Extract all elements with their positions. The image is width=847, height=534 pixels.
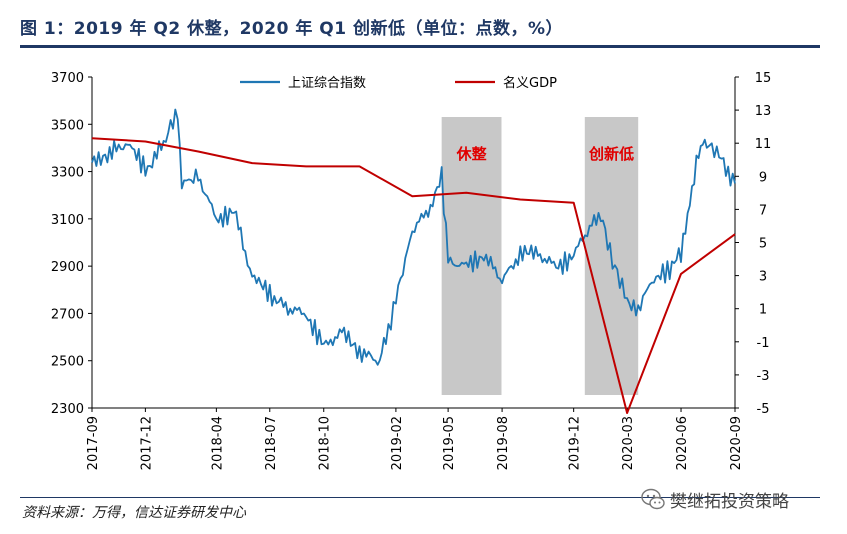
right-tick-label: 7: [759, 203, 767, 218]
chart-legend: 上证综合指数 名义GDP: [240, 75, 557, 91]
x-tick-label: 2018-07: [264, 416, 279, 470]
chart-title: 图 1：2019 年 Q2 休整，2020 年 Q1 创新低（单位：点数，%）: [20, 19, 563, 39]
right-tick-label: -3: [757, 369, 770, 384]
left-tick-label: 3300: [51, 166, 84, 181]
x-tick-label: 2019-02: [390, 416, 405, 470]
left-tick-label: 3500: [51, 118, 84, 133]
wechat-icon: [641, 488, 665, 510]
right-tick-label: -1: [757, 336, 770, 351]
x-tick-label: 2020-06: [675, 416, 690, 470]
left-tick-label: 2500: [51, 355, 84, 370]
period-label: 休整: [456, 145, 487, 163]
right-tick-label: 13: [755, 104, 772, 119]
legend-label-1: 上证综合指数: [288, 76, 366, 91]
chart-axes: 23002500270029003100330035003700-5-3-113…: [51, 71, 771, 470]
period-annotations: 休整 创新低: [456, 145, 634, 163]
left-tick-label: 2300: [51, 402, 84, 417]
right-tick-label: 9: [759, 170, 767, 185]
left-tick-label: 2700: [51, 307, 84, 322]
x-tick-label: 2018-04: [210, 416, 225, 470]
footer-divider: [20, 497, 820, 498]
watermark-text: 樊继拓投资策略: [670, 491, 789, 512]
x-tick-label: 2019-08: [496, 416, 511, 470]
watermark: 樊继拓投资策略: [640, 486, 789, 512]
right-tick-label: 3: [759, 270, 767, 285]
series-lines: [91, 108, 736, 414]
left-tick-label: 3100: [51, 213, 84, 228]
x-tick-label: 2017-09: [86, 416, 101, 470]
legend-label-2: 名义GDP: [503, 75, 557, 91]
left-tick-label: 3700: [51, 71, 84, 86]
x-tick-label: 2020-09: [729, 416, 744, 470]
left-tick-label: 2900: [51, 260, 84, 275]
x-tick-label: 2018-10: [318, 416, 333, 470]
right-tick-label: 11: [755, 137, 772, 152]
source-note: 资料来源：万得，信达证券研发中心: [22, 505, 246, 521]
x-tick-label: 2020-03: [621, 416, 636, 470]
x-tick-label: 2019-12: [568, 416, 583, 470]
period-label: 创新低: [588, 145, 634, 163]
x-tick-label: 2017-12: [139, 416, 154, 470]
x-tick-label: 2019-05: [442, 416, 457, 470]
right-tick-label: 15: [755, 71, 772, 86]
series-line-1: [91, 108, 736, 366]
title-divider: [20, 45, 820, 48]
right-tick-label: 5: [759, 237, 767, 252]
right-tick-label: 1: [759, 303, 767, 318]
right-tick-label: -5: [757, 402, 770, 417]
